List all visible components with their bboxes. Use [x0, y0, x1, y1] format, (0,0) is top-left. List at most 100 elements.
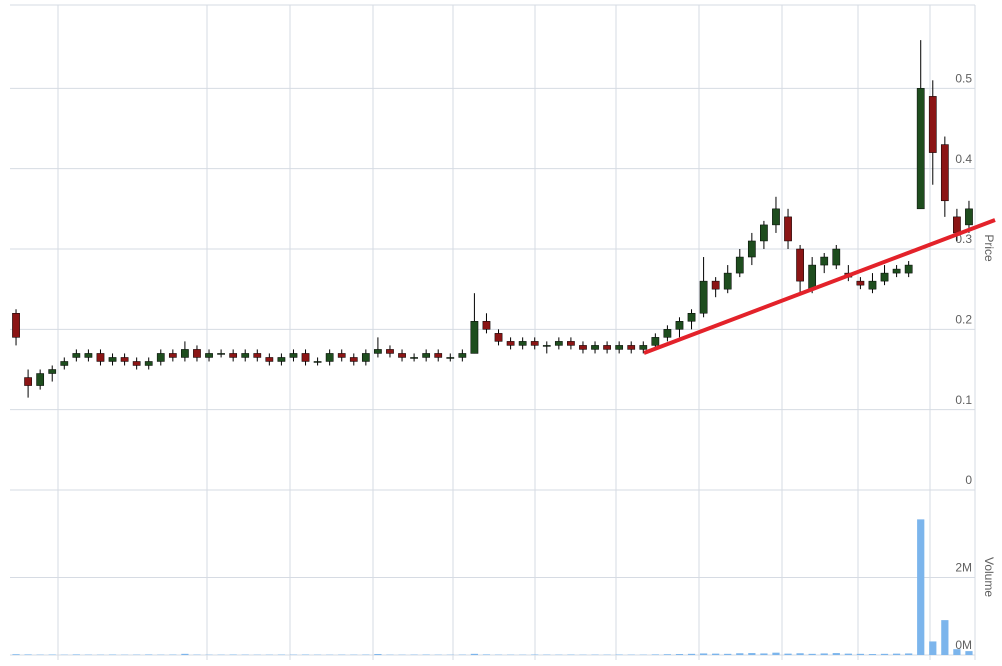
candle-body [965, 208, 973, 226]
candle-body [832, 248, 841, 266]
candle-body [723, 272, 732, 290]
candle-body [265, 357, 274, 362]
volume-bar [965, 651, 973, 655]
candle-body [482, 321, 491, 330]
candle-body [60, 361, 69, 366]
candle-body [603, 345, 611, 350]
volume-bar [917, 519, 925, 655]
candle-body [108, 357, 117, 362]
candle-body [349, 357, 358, 362]
candle-body [735, 256, 744, 274]
candle-body [422, 353, 431, 358]
candle-body [518, 341, 527, 346]
candle-body [313, 361, 322, 363]
candle-body [880, 272, 889, 282]
candle-body [48, 369, 57, 374]
candle-body [627, 345, 636, 350]
candle-body [940, 144, 949, 202]
candle-body [241, 353, 250, 358]
volume-bar [784, 653, 792, 655]
candle-body [398, 353, 406, 358]
volume-bar [675, 654, 684, 655]
candle-body [132, 361, 141, 366]
candle-body [96, 353, 105, 362]
candle-body [325, 353, 334, 362]
candle-body [12, 313, 20, 338]
volume-bar [181, 653, 189, 655]
volume-bar [24, 654, 32, 655]
candle-body [711, 280, 720, 290]
trend-line [643, 218, 996, 355]
candle-body [699, 280, 708, 314]
candle-body [892, 268, 901, 274]
y2-tick-label: 2M [955, 561, 972, 575]
candle-body [434, 353, 443, 358]
volume-bar [760, 653, 768, 655]
candle-body [687, 313, 696, 322]
y-tick-label: 0.2 [955, 313, 972, 327]
volume-bar [772, 652, 780, 655]
candle-body [289, 353, 298, 358]
volume-bar [470, 653, 479, 655]
candle-body [84, 353, 93, 358]
candle-body [784, 216, 792, 242]
candle-body [675, 321, 684, 330]
candle-body [530, 341, 539, 346]
volume-bar [482, 654, 491, 655]
y2-axis-label: Volume [982, 557, 996, 597]
candle-body [808, 264, 817, 290]
volume-bar [374, 654, 382, 655]
candle-body [747, 240, 756, 258]
candle-body [156, 353, 165, 362]
candle-body [796, 248, 804, 282]
y2-tick-label: 0M [955, 638, 972, 652]
candle-body [904, 264, 913, 274]
volume-bar [868, 654, 877, 655]
volume-bar [72, 654, 80, 655]
volume-bar [832, 653, 840, 655]
candle-body [916, 88, 925, 210]
volume-bar [905, 653, 913, 655]
volume-bar [953, 649, 961, 655]
volume-bar [748, 653, 756, 655]
candle-body [301, 353, 310, 362]
candle-body [253, 353, 262, 358]
volume-bar [820, 653, 828, 655]
y-tick-label: 0.3 [955, 232, 972, 246]
candle-body [820, 256, 829, 266]
volume-bar [929, 641, 937, 655]
volume-bar [941, 620, 949, 655]
volume-bar [844, 653, 852, 655]
candle-body [953, 216, 961, 234]
candle-body [615, 345, 624, 350]
candle-body [772, 208, 780, 226]
y-tick-label: 0.4 [955, 152, 972, 166]
candle-body [386, 349, 394, 354]
candle-body [229, 353, 238, 358]
candle-body [277, 357, 286, 362]
candle-body [205, 353, 213, 358]
volume-bar [880, 653, 889, 655]
volume-bar [145, 654, 153, 655]
candle-body [639, 345, 648, 350]
candle-body [193, 349, 201, 358]
candle-body [168, 353, 177, 358]
candle-body [446, 357, 455, 359]
volume-bar [736, 653, 744, 655]
candle-body [374, 349, 382, 354]
y-tick-label: 0 [965, 473, 972, 487]
candle-body [663, 329, 672, 338]
volume-bar [808, 653, 816, 655]
candle-body [72, 353, 81, 358]
y-tick-label: 0.5 [955, 72, 972, 86]
candle-body [579, 345, 587, 350]
candle-body [868, 280, 877, 290]
candle-body [361, 353, 370, 362]
candle-body [410, 357, 418, 359]
candle-body [567, 341, 575, 346]
candle-body [506, 341, 515, 346]
candle-body [554, 341, 563, 346]
volume-bar [663, 654, 672, 655]
candle-body [458, 353, 467, 358]
